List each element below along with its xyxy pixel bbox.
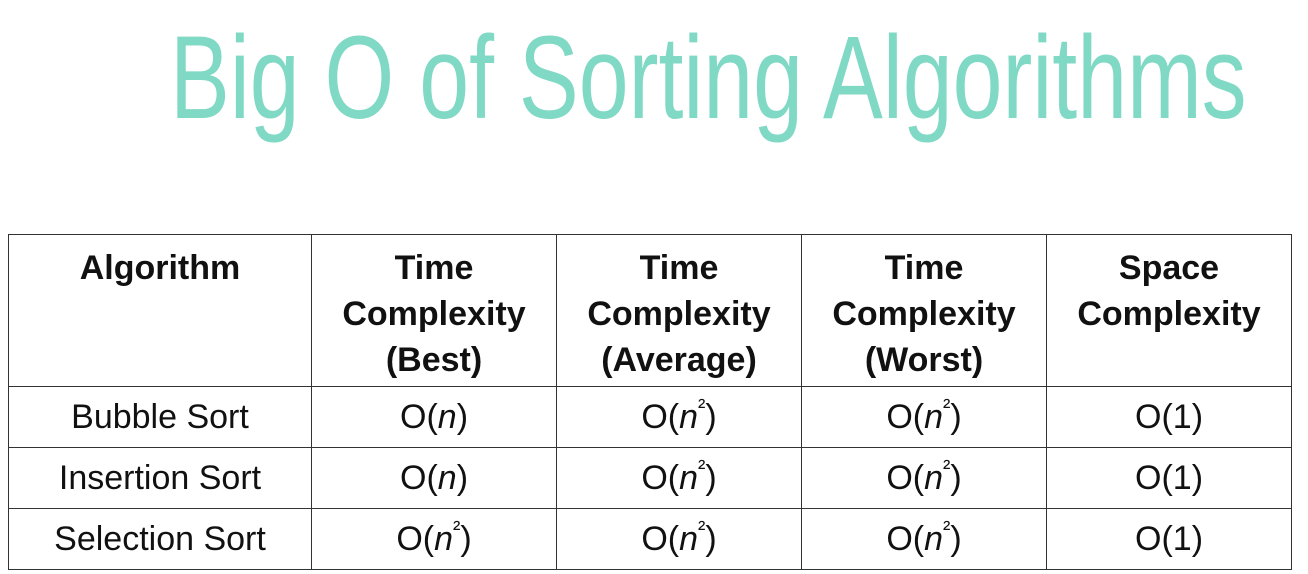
column-header: Space Complexity: [1046, 234, 1292, 387]
table-body: Bubble Sort O(n) O(n²) O(n²) O(1) Insertion S…: [8, 386, 1292, 570]
complexity-cell: O(n²): [556, 447, 802, 509]
complexity-cell: O(n²): [556, 386, 802, 448]
algorithm-name: Insertion Sort: [8, 447, 312, 509]
complexity-cell: O(1): [1046, 447, 1292, 509]
title: Big O of Sorting Algorithms: [0, 8, 1308, 148]
complexity-cell: O(n): [311, 447, 557, 509]
complexity-cell: O(n²): [801, 386, 1047, 448]
algorithm-name: Selection Sort: [8, 508, 312, 570]
table-row: Bubble Sort O(n) O(n²) O(n²) O(1): [8, 386, 1292, 448]
complexity-cell: O(n²): [801, 508, 1047, 570]
column-header: Algorithm: [8, 234, 312, 387]
complexity-cell: O(1): [1046, 386, 1292, 448]
complexity-cell: O(n²): [801, 447, 1047, 509]
column-header: Time Complexity (Best): [311, 234, 557, 387]
complexity-cell: O(n): [311, 386, 557, 448]
complexity-cell: O(n²): [311, 508, 557, 570]
column-header: Time Complexity (Worst): [801, 234, 1047, 387]
table-row: Selection Sort O(n²) O(n²) O(n²) O(1): [8, 508, 1292, 570]
complexity-cell: O(1): [1046, 508, 1292, 570]
header-row: Algorithm Time Complexity (Best) Time Comp…: [8, 234, 1292, 387]
title-text: Big O of Sorting Algorithms: [169, 12, 1247, 144]
complexity-table: Algorithm Time Complexity (Best) Time Comp…: [8, 234, 1292, 570]
column-header: Time Complexity (Average): [556, 234, 802, 387]
algorithm-name: Bubble Sort: [8, 386, 312, 448]
table-row: Insertion Sort O(n) O(n²) O(n²) O(1): [8, 447, 1292, 509]
complexity-cell: O(n²): [556, 508, 802, 570]
